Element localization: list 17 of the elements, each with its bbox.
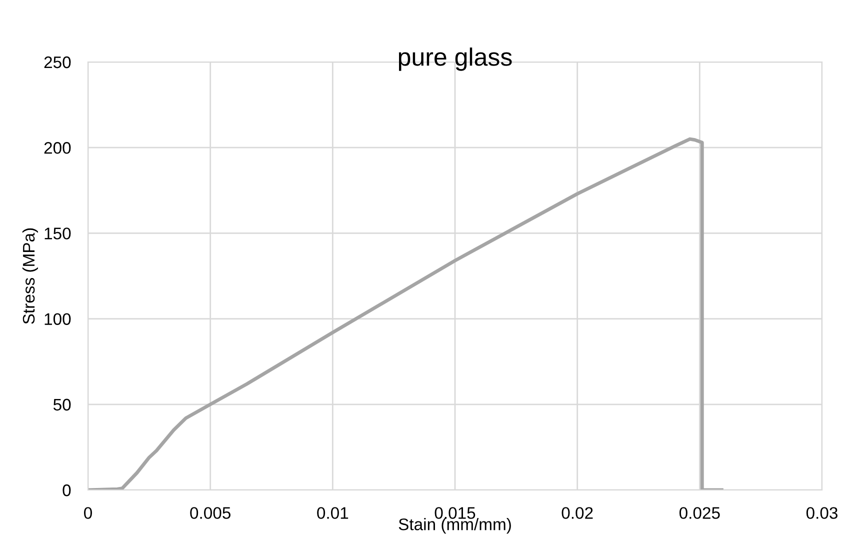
y-tick-label: 50 (53, 398, 71, 411)
x-tick-label: 0.03 (806, 507, 838, 519)
x-tick-label: 0.015 (434, 507, 476, 519)
x-tick-label: 0.02 (562, 507, 593, 519)
y-tick-label: 250 (44, 56, 71, 68)
x-tick-label: 0.025 (679, 507, 720, 519)
line-series (88, 137, 724, 490)
y-tick-label: 150 (44, 228, 71, 240)
y-axis-title: Stress (MPa) (22, 228, 38, 324)
y-tick-label: 100 (44, 313, 71, 326)
y-tick-label: 0 (62, 484, 71, 496)
x-tick-label: 0 (84, 507, 92, 519)
y-tick-label: 200 (44, 142, 71, 154)
x-axis-title: Stain (mm/mm) (398, 518, 511, 534)
x-tick-label: 0.01 (317, 507, 348, 519)
chart-title: pure glass (398, 48, 512, 71)
x-tick-label: 0.005 (190, 507, 230, 519)
